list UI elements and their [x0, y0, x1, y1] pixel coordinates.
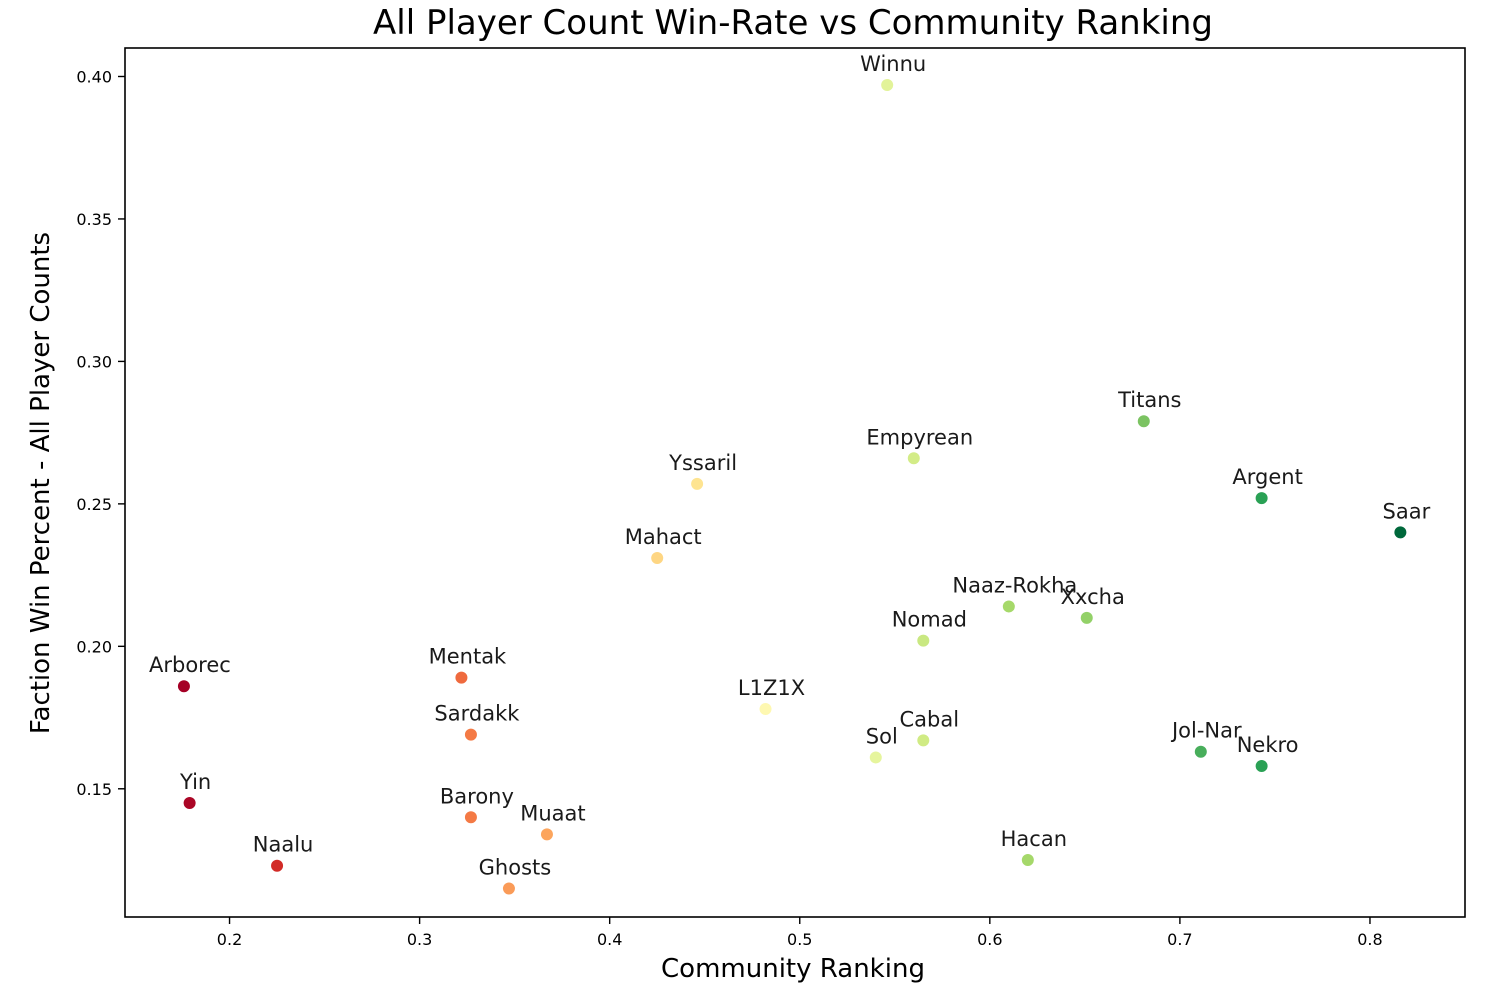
point-label-empyrean: Empyrean [866, 425, 973, 449]
point-label-naaz-rokha: Naaz-Rokha [952, 573, 1077, 597]
plot-area-frame [124, 47, 1466, 918]
point-label-nomad: Nomad [892, 608, 967, 632]
data-point-yssaril[interactable] [690, 476, 705, 491]
y-tick-label: 0.25 [76, 495, 112, 514]
y-axis-label: Faction Win Percent - All Player Counts [26, 232, 56, 734]
data-point-barony[interactable] [463, 810, 478, 825]
point-label-mentak: Mentak [429, 645, 507, 669]
point-label-argent: Argent [1232, 465, 1302, 489]
y-tick-label: 0.30 [76, 352, 112, 371]
y-tick-label: 0.40 [76, 67, 112, 86]
point-label-muaat: Muaat [520, 801, 585, 825]
point-label-naalu: Naalu [253, 833, 314, 857]
point-label-saar: Saar [1383, 499, 1431, 523]
data-point-argent[interactable] [1254, 491, 1269, 506]
point-label-yin: Yin [179, 770, 211, 794]
y-tick-label: 0.35 [76, 210, 112, 229]
data-point-naalu[interactable] [270, 858, 285, 873]
y-tick-label: 0.15 [76, 780, 112, 799]
data-point-l1z1x[interactable] [758, 702, 773, 717]
x-axis-ticks: 0.2 0.3 0.4 0.5 0.6 0.7 0.8 [217, 917, 1383, 949]
point-label-winnu: Winnu [860, 52, 926, 76]
point-label-xxcha: Xxcha [1061, 585, 1125, 609]
point-label-mahact: Mahact [625, 525, 702, 549]
point-label-hacan: Hacan [1001, 827, 1067, 851]
point-label-sardakk: Sardakk [434, 702, 520, 726]
x-tick-label: 0.3 [407, 930, 432, 949]
data-point-titans[interactable] [1136, 414, 1151, 429]
point-label-barony: Barony [440, 784, 514, 808]
data-point-winnu[interactable] [880, 78, 895, 93]
point-label-ghosts: Ghosts [479, 856, 552, 880]
data-point-nomad[interactable] [916, 633, 931, 648]
x-tick-label: 0.5 [787, 930, 812, 949]
data-point-empyrean[interactable] [906, 451, 921, 466]
data-point-mentak[interactable] [454, 670, 469, 685]
x-axis-label: Community Ranking [661, 954, 925, 984]
data-point-hacan[interactable] [1020, 853, 1035, 868]
data-point-sol[interactable] [868, 750, 883, 765]
point-label-nekro: Nekro [1237, 733, 1299, 757]
data-point-sardakk[interactable] [463, 727, 478, 742]
x-tick-label: 0.6 [977, 930, 1002, 949]
data-point-nekro[interactable] [1254, 758, 1269, 773]
data-points [176, 78, 1408, 896]
data-point-xxcha[interactable] [1079, 610, 1094, 625]
y-axis-ticks: 0.15 0.20 0.25 0.30 0.35 0.40 [76, 67, 125, 799]
data-point-naaz-rokha[interactable] [1001, 599, 1016, 614]
point-label-l1z1x: L1Z1X [738, 676, 805, 700]
point-label-jol-nar: Jol-Nar [1170, 719, 1242, 743]
point-label-cabal: Cabal [900, 707, 960, 731]
data-point-yin[interactable] [182, 796, 197, 811]
data-point-cabal[interactable] [916, 733, 931, 748]
data-point-arborec[interactable] [176, 679, 191, 694]
y-tick-label: 0.20 [76, 637, 112, 656]
x-tick-label: 0.2 [217, 930, 242, 949]
data-point-muaat[interactable] [539, 827, 554, 842]
data-point-jol-nar[interactable] [1193, 744, 1208, 759]
x-tick-label: 0.8 [1357, 930, 1382, 949]
point-label-titans: Titans [1117, 388, 1181, 412]
chart-title: All Player Count Win-Rate vs Community R… [373, 3, 1213, 43]
x-tick-label: 0.4 [597, 930, 622, 949]
point-label-sol: Sol [866, 724, 898, 748]
data-point-mahact[interactable] [650, 551, 665, 566]
data-point-labels: Winnu Titans Empyrean Yssaril Argent Saar Maha… [149, 52, 1431, 879]
point-label-arborec: Arborec [149, 653, 231, 677]
data-point-saar[interactable] [1393, 525, 1408, 540]
point-label-yssaril: Yssaril [668, 451, 737, 475]
data-point-ghosts[interactable] [501, 881, 516, 896]
x-tick-label: 0.7 [1167, 930, 1192, 949]
